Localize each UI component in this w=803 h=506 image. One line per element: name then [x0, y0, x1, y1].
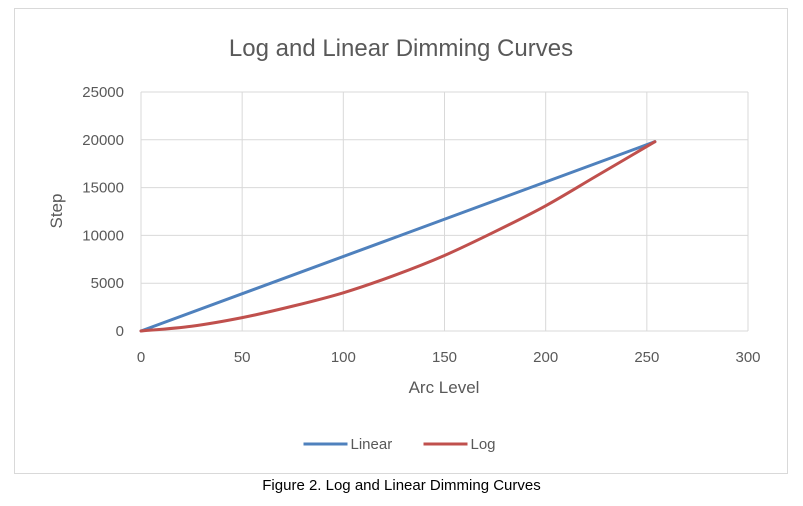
tick-labels: 0 5000 10000 15000 20000 25000 0 50 100 150 200 250… — [82, 84, 760, 366]
figure-caption: Figure 2. Log and Linear Dimming Curves — [262, 477, 541, 494]
y-tick-label: 0 — [116, 323, 124, 340]
y-tick-label: 5000 — [91, 275, 124, 292]
x-tick-label: 50 — [234, 349, 251, 366]
y-tick-label: 15000 — [82, 180, 124, 197]
chart-title: Log and Linear Dimming Curves — [229, 35, 573, 62]
grid — [140, 91, 749, 332]
x-tick-label: 100 — [331, 349, 356, 366]
y-tick-label: 10000 — [82, 227, 124, 244]
legend: Linear Log — [303, 436, 496, 453]
y-tick-label: 25000 — [82, 84, 124, 101]
y-tick-label: 20000 — [82, 132, 124, 149]
x-tick-label: 200 — [533, 349, 558, 366]
x-tick-label: 150 — [432, 349, 457, 366]
x-tick-label: 0 — [137, 349, 145, 366]
series-line-linear — [139, 140, 657, 333]
x-axis-label: Arc Level — [409, 378, 480, 397]
x-tick-label: 250 — [634, 349, 659, 366]
series-lines — [139, 140, 657, 333]
legend-label-linear: Linear — [351, 436, 393, 453]
x-tick-label: 300 — [735, 349, 760, 366]
chart-frame — [14, 8, 788, 474]
legend-label-log: Log — [471, 436, 496, 453]
y-axis-label: Step — [47, 194, 66, 229]
series-line-log — [139, 140, 657, 333]
